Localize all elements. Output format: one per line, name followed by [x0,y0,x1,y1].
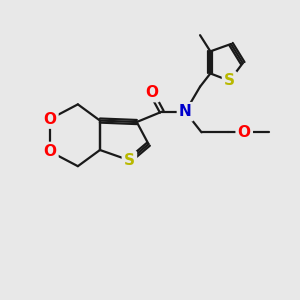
Text: O: O [145,85,158,100]
Text: O: O [44,144,56,159]
Text: S: S [124,153,135,168]
Text: O: O [238,125,251,140]
Text: N: N [179,104,192,119]
Text: S: S [224,73,235,88]
Text: O: O [44,112,56,127]
